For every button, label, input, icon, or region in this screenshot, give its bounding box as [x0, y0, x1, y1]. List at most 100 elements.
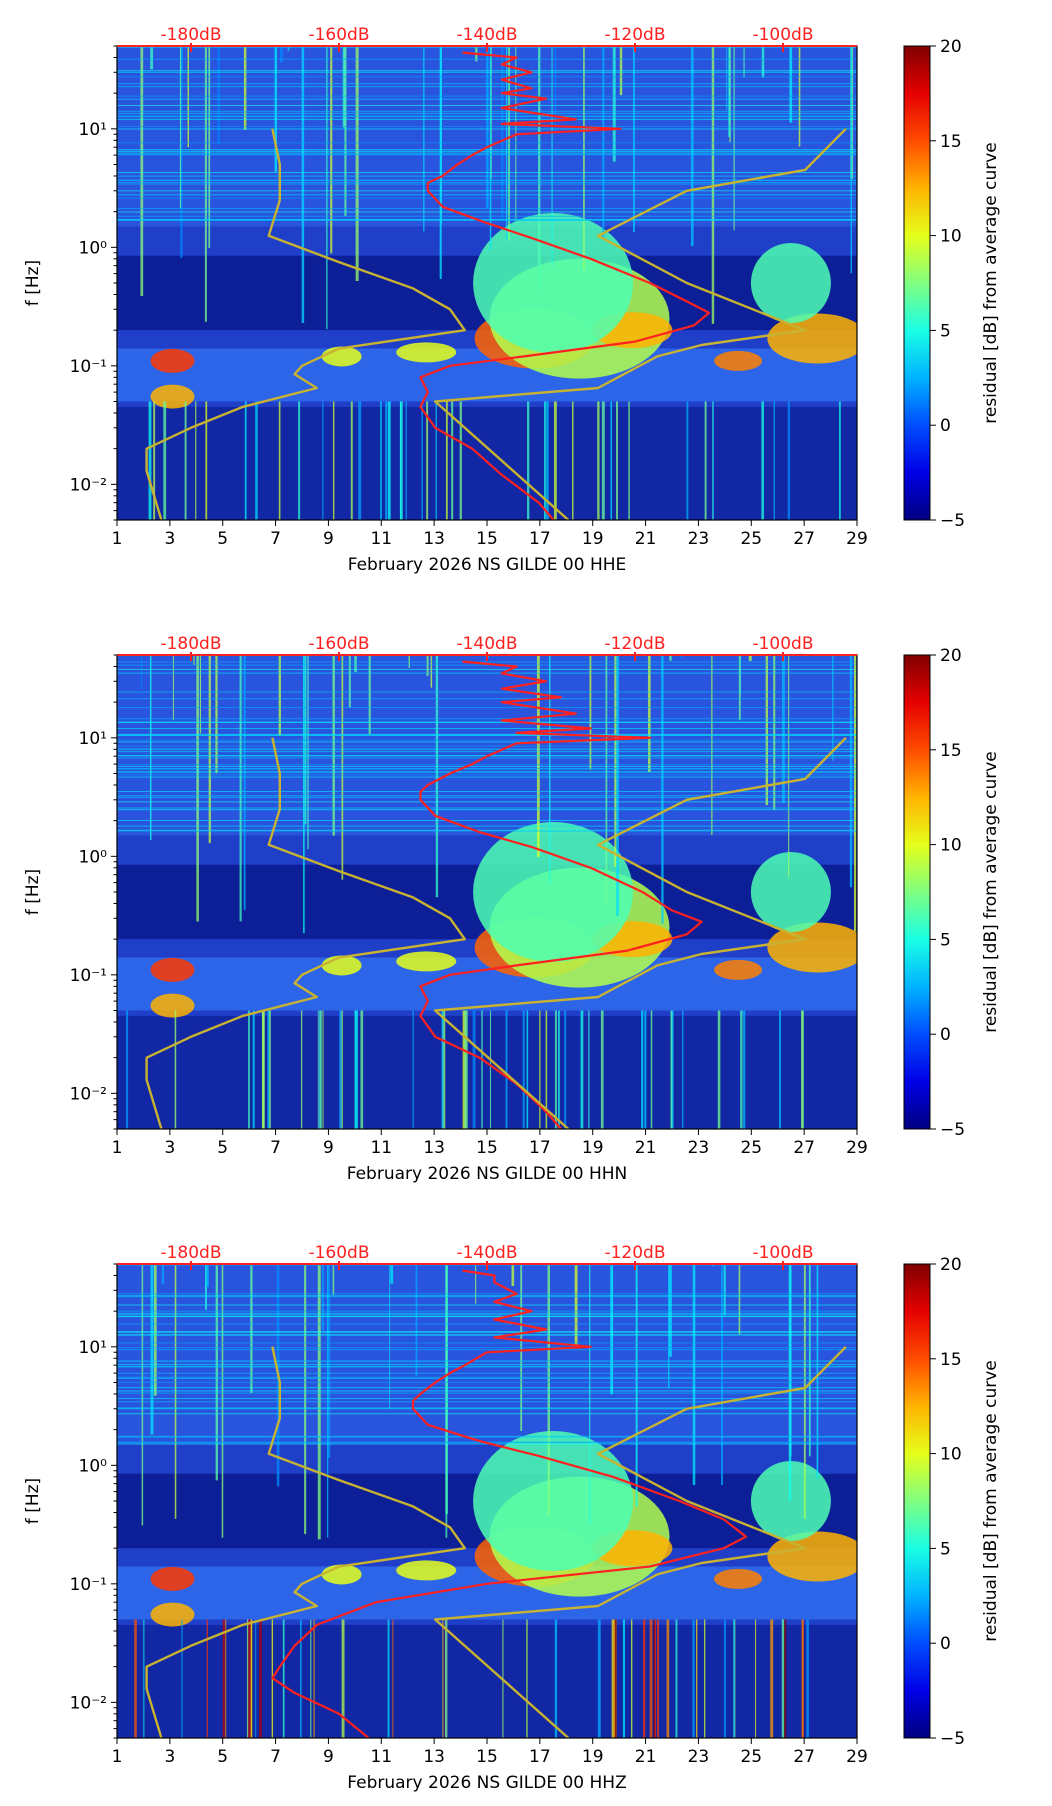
- heatmap-streak: [222, 1619, 225, 1738]
- heatmap-streak: [430, 655, 433, 688]
- heatmap-streak: [611, 1619, 615, 1738]
- heatmap-streak: [743, 46, 745, 78]
- colorbar: [903, 1263, 931, 1739]
- heatmap-streak: [612, 46, 616, 162]
- heatmap-streak: [332, 401, 335, 520]
- heatmap-streak: [385, 401, 388, 520]
- heatmap-band-high: [117, 1264, 857, 1445]
- x-tick-label: 7: [270, 1138, 281, 1158]
- heatmap-streak: [387, 1619, 390, 1738]
- heatmap-streak: [472, 1010, 476, 1129]
- heatmap-noise-line: [117, 1296, 857, 1298]
- heatmap-noise-line: [117, 1347, 857, 1349]
- heatmap-streak: [195, 401, 197, 520]
- heatmap-streak: [554, 1619, 558, 1738]
- heatmap-hotspot: [321, 955, 362, 976]
- heatmap-streak: [250, 1264, 253, 1394]
- nhnm-curve: [434, 1345, 847, 1738]
- heatmap-streak: [632, 46, 635, 232]
- x-tick-label: 25: [740, 529, 762, 549]
- heatmap-streak: [781, 655, 785, 804]
- heatmap-streak: [522, 1010, 525, 1129]
- heatmap-streak: [408, 655, 410, 668]
- heatmap-streak: [300, 1010, 303, 1129]
- heatmap-noise-line: [117, 116, 857, 118]
- spectrogram-panel: 1 3 5 7 9 11 13 15 17 19 21 23 25 27 2910⁻²10⁻¹10⁰10¹-…: [23, 634, 1001, 1184]
- heatmap-noise-line: [117, 181, 857, 183]
- heatmap-streak: [597, 1619, 601, 1738]
- heatmap-streak: [244, 401, 247, 520]
- heatmap-streak: [682, 1010, 684, 1129]
- spectrogram-panel: 1 3 5 7 9 11 13 15 17 19 21 23 25 27 2910⁻²10⁻¹10⁰10¹-…: [23, 25, 1001, 575]
- heatmap-noise-line: [117, 791, 857, 793]
- heatmap-streak: [243, 46, 247, 130]
- heatmap-streak: [303, 655, 305, 934]
- heatmap-noise-line: [117, 1315, 857, 1317]
- heatmap-noise-line: [117, 1323, 857, 1325]
- heatmap-streak: [310, 1619, 312, 1738]
- heatmap-streak: [538, 46, 541, 292]
- heatmap-streak: [380, 401, 382, 520]
- heatmap-noise-line: [117, 707, 857, 709]
- heatmap-streak: [761, 46, 765, 78]
- x-tick-label: 13: [423, 1747, 445, 1767]
- heatmap-streak: [125, 1010, 129, 1129]
- heatmap-streak: [770, 1619, 774, 1738]
- heatmap-noise-line: [117, 1366, 857, 1368]
- heatmap-streak: [259, 1619, 262, 1738]
- heatmap-streak: [801, 1619, 804, 1738]
- heatmap-noise-line: [117, 98, 857, 100]
- y-tick-label: 10¹: [79, 1338, 107, 1358]
- colorbar-tick-label: 10: [940, 836, 962, 856]
- x-tick-label: 5: [217, 1747, 228, 1767]
- nlnm-curve: [145, 128, 466, 520]
- heatmap-noise-line: [117, 1381, 857, 1383]
- heatmap-streak: [368, 655, 371, 735]
- heatmap-streak: [765, 655, 768, 806]
- heatmap-streak: [322, 1010, 324, 1129]
- heatmap-streak: [703, 1619, 706, 1738]
- heatmap-streak: [589, 1264, 591, 1524]
- average-psd-curve: [271, 1269, 748, 1738]
- heatmap-streak: [389, 1264, 391, 1409]
- heatmap-noise-line: [117, 1436, 857, 1438]
- heatmap-noise-line: [117, 829, 857, 831]
- heatmap-noise-line: [117, 190, 857, 192]
- heatmap-streak: [278, 401, 281, 520]
- heatmap-streak: [440, 46, 442, 224]
- heatmap-streak: [733, 1619, 736, 1738]
- heatmap-hotspot: [714, 1568, 763, 1589]
- heatmap-noise-line: [117, 194, 857, 196]
- heatmap-noise-line: [117, 734, 857, 736]
- heatmap-streak: [221, 1264, 224, 1538]
- heatmap-streak: [743, 1010, 746, 1129]
- heatmap-noise-line: [117, 153, 857, 155]
- heatmap-streak: [571, 401, 574, 520]
- heatmap-streak: [481, 1010, 483, 1129]
- heatmap-streak: [853, 655, 857, 932]
- heatmap-noise-line: [117, 215, 857, 217]
- heatmap-streak: [466, 1010, 468, 1129]
- heatmap-noise-line: [117, 1312, 857, 1314]
- heatmap-noise-line: [117, 661, 857, 663]
- x-axis-label: February 2026 NS GILDE 00 HHZ: [347, 1773, 626, 1793]
- heatmap-streak: [669, 655, 672, 661]
- x-tick-label: 17: [529, 1747, 551, 1767]
- heatmap-streak: [839, 401, 841, 520]
- heatmap-noise-line: [117, 175, 857, 177]
- heatmap-streak: [564, 1010, 567, 1129]
- x-tick-label: 13: [423, 529, 445, 549]
- colorbar-tick-label: 5: [940, 1539, 951, 1559]
- heatmap-band-low: [117, 1624, 857, 1738]
- heatmap-hotspot: [750, 243, 831, 323]
- heatmap: [117, 1264, 857, 1738]
- heatmap-noise-line: [117, 151, 857, 153]
- heatmap-streak: [641, 1010, 644, 1129]
- heatmap-noise-line: [117, 1377, 857, 1379]
- heatmap-streak: [300, 1619, 302, 1738]
- y-tick-label: 10⁻¹: [70, 1575, 107, 1595]
- heatmap-hotspot: [396, 951, 457, 972]
- heatmap-streak: [554, 1010, 557, 1129]
- colorbar-label: residual [dB] from average curve: [981, 142, 1001, 423]
